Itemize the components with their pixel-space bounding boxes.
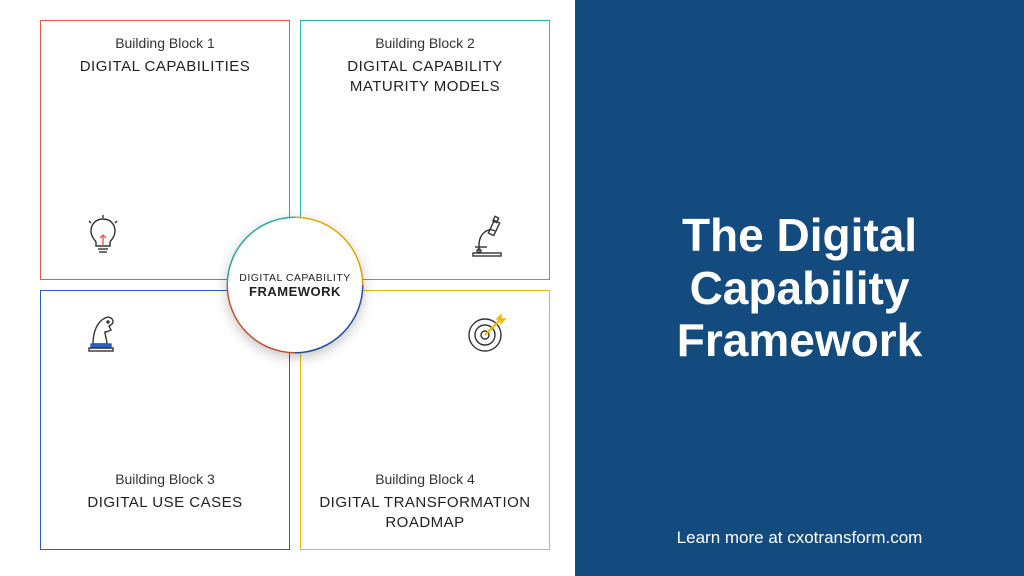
left-panel: Building Block 1 DIGITAL CAPABILITIES <box>0 0 575 576</box>
page: Building Block 1 DIGITAL CAPABILITIES <box>0 0 1024 576</box>
right-title: The Digital Capability Framework <box>677 209 922 368</box>
framework-diagram: Building Block 1 DIGITAL CAPABILITIES <box>40 20 550 556</box>
title-line-3: Framework <box>677 314 922 367</box>
center-line2: FRAMEWORK <box>239 284 351 299</box>
right-panel: The Digital Capability Framework Learn m… <box>575 0 1024 576</box>
title-line-2: Capability <box>677 262 922 315</box>
right-footer: Learn more at cxotransform.com <box>575 528 1024 548</box>
title-line-1: The Digital <box>677 209 922 262</box>
center-circle: DIGITAL CAPABILITY FRAMEWORK <box>228 218 362 352</box>
center-line1: DIGITAL CAPABILITY <box>239 272 351 284</box>
